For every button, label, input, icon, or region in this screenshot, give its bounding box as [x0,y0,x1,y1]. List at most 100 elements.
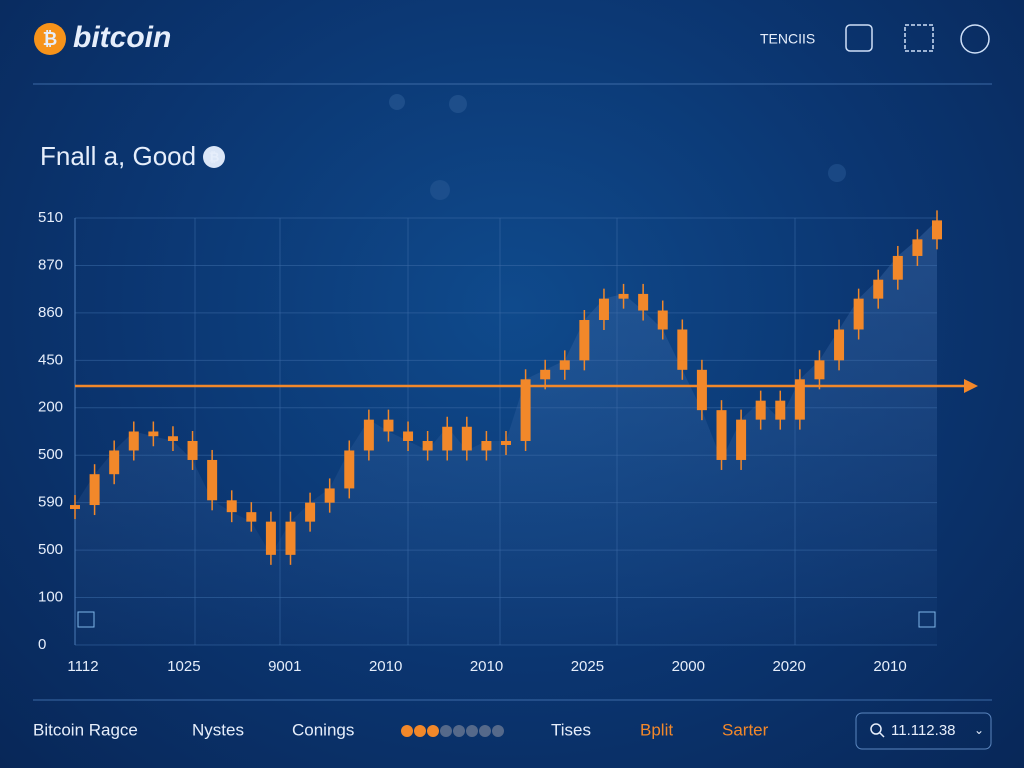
candle-body [579,320,590,361]
search-icon [870,723,882,735]
candle-body [540,369,551,380]
footer-tab[interactable]: Bitcoin Ragce [33,720,138,739]
candle-body [442,426,453,451]
icon-button[interactable] [960,24,990,54]
y-tick-label: 0 [38,636,46,653]
candle-body [912,239,923,256]
y-tick-label: 590 [38,494,63,511]
icon-button[interactable] [845,24,873,52]
y-tick-label: 510 [38,209,63,226]
candle-body [481,440,492,451]
nav-item[interactable]: TENCIIS [760,31,815,47]
footer-tab[interactable]: Conings [292,720,354,739]
candle-body [618,293,629,299]
footer-tab[interactable]: Nystes [192,720,244,739]
candle-body [638,293,649,311]
decor [389,94,405,110]
x-tick-label: 2025 [571,658,604,675]
y-tick-label: 450 [38,351,63,368]
candle-body [501,440,511,445]
candle-body [598,298,609,321]
x-tick-label: 2020 [772,658,805,675]
candle-body [187,440,198,460]
x-tick-label: 2010 [470,658,503,675]
candle-body [716,410,727,460]
brand: bitcoin [73,21,171,54]
page-dot[interactable] [414,725,426,737]
footer-tab[interactable]: Bplit [640,720,673,739]
candle-body [696,369,707,411]
candle-body [677,329,688,370]
footer: Bitcoin Ragce Nystes Conings Tises Bplit Sart… [33,720,769,739]
search-text[interactable]: 11.112.38 [891,722,956,739]
icon-button[interactable] [904,24,934,52]
candle-body [70,505,80,510]
candle-body [834,329,845,361]
candle-body [559,360,570,370]
candle-body [932,220,942,240]
x-tick-label: 2000 [672,658,705,675]
candle-body [265,521,276,555]
candle-body [853,298,864,330]
candle-body [363,419,374,451]
candle-body [89,474,100,506]
candle-body [422,440,433,451]
candle-body [167,436,178,441]
decor [430,180,450,200]
candle-body [285,521,296,555]
title-icon [203,146,225,168]
page-dot[interactable] [427,725,439,737]
candle-body [873,279,884,299]
reference-arrow [964,378,978,393]
candle-body [109,450,120,475]
y-tick-label: 200 [38,399,63,416]
page-dot[interactable] [466,725,478,737]
page-dot[interactable] [440,725,452,737]
candle-body [305,502,316,522]
candle-body [226,500,237,513]
candle-body [520,379,531,441]
y-tick-label: 500 [38,541,63,558]
footer-tab[interactable]: Sarter [722,720,769,739]
x-tick-label: 2010 [873,658,906,675]
y-tick-label: 860 [38,304,63,321]
corner-icon [77,611,95,628]
btc-glyph: ₿ [43,29,58,49]
btc-logo [34,23,66,55]
candle-body [892,255,903,280]
candle-body [814,360,825,380]
search-box[interactable] [855,712,992,750]
footer-tab[interactable]: Tises [551,720,591,739]
x-tick-label: 1025 [167,658,200,675]
search-icon [879,732,885,738]
candle-body [344,450,355,489]
x-tick-label: 9001 [268,658,301,675]
title-icon-glyph: ₿ [209,149,220,164]
candle-body [324,488,335,503]
y-tick-label: 870 [38,256,63,273]
page-dot[interactable] [453,725,465,737]
x-tick-label: 1112 [67,658,98,675]
candle-body [794,379,805,420]
decor [449,95,467,113]
corner-icon [918,611,936,628]
candle-body [383,419,394,432]
plot: 0 100 500 590 500 200 450 860 870 510 1112 1025 9001… [38,209,978,675]
decor [828,164,846,182]
candle-body [148,431,159,437]
candle-body [775,400,786,420]
page-dot[interactable] [479,725,491,737]
x-tick-label: 2010 [369,658,402,675]
dropdown-caret[interactable]: ⌄ [974,723,984,737]
chart-title: Fnall a, Good [40,141,196,171]
page-dot[interactable] [401,725,413,737]
candle-body [128,431,139,451]
candle-body [246,512,257,522]
page-dot[interactable] [492,725,504,737]
candle-body [403,431,414,441]
y-tick-label: 100 [38,589,63,606]
y-tick-label: 500 [38,446,63,463]
candle-body [736,419,747,460]
